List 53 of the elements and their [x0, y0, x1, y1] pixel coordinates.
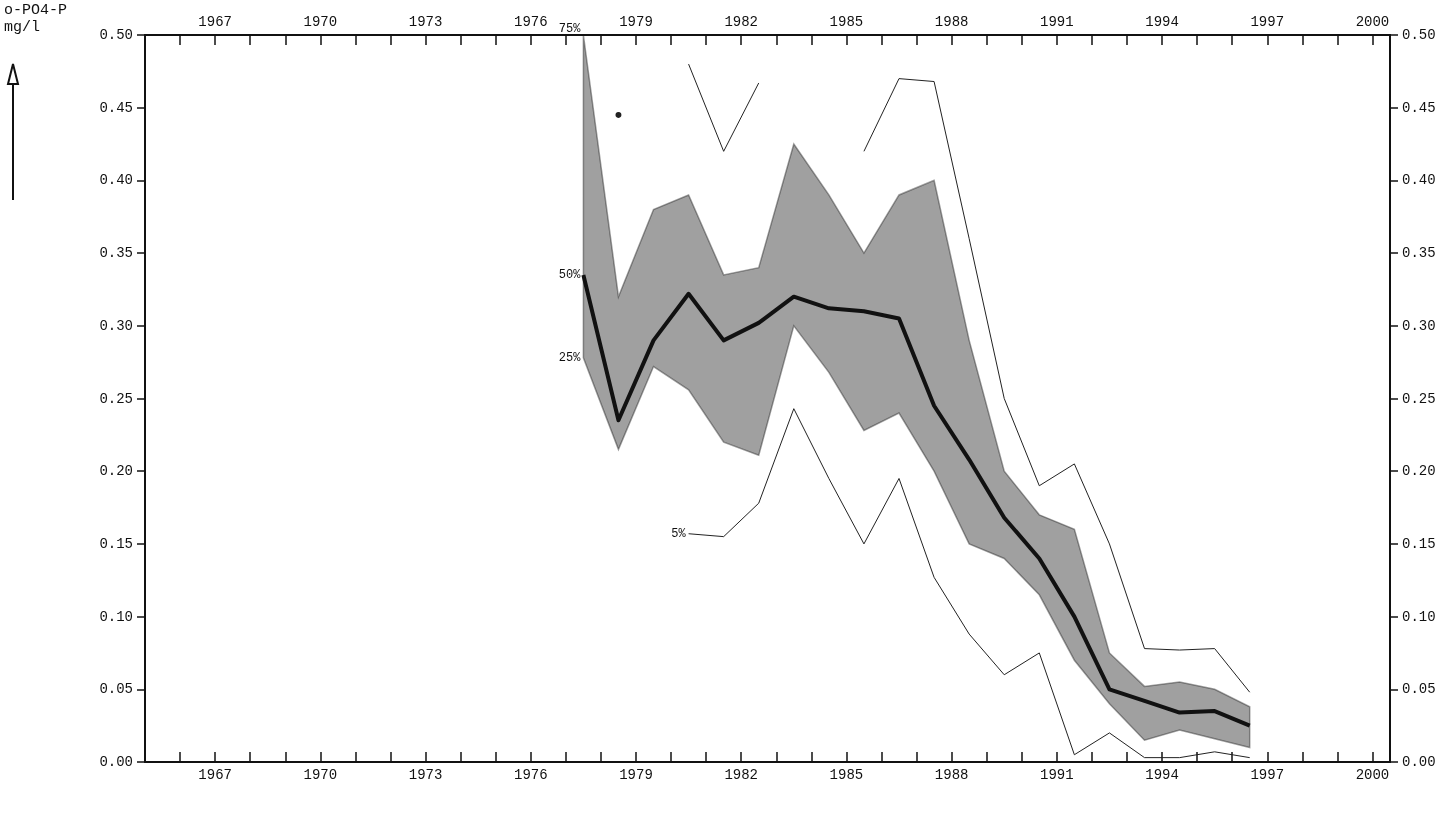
- x2-tick-label: 1976: [513, 14, 548, 30]
- x-tick-label: 1979: [619, 767, 653, 783]
- y2-tick-label: 0.45: [1402, 99, 1436, 116]
- y2-tick-label: 0.00: [1402, 754, 1436, 770]
- x-tick-label: 1973: [408, 767, 443, 783]
- x2-tick-label: 1997: [1250, 14, 1285, 30]
- x2-tick-label: 1982: [724, 14, 758, 30]
- x2-tick-label: 1988: [934, 14, 969, 30]
- x-tick-label: 1997: [1250, 767, 1285, 783]
- x-tick-label: 1994: [1145, 767, 1179, 783]
- y-tick-label: 0.45: [99, 99, 133, 116]
- y-axis-title: o-PO4-P mg/l: [4, 2, 68, 36]
- x2-tick-label: 1970: [303, 14, 338, 30]
- x-tick-label: 1985: [829, 767, 864, 783]
- y-tick-label: 0.25: [99, 390, 133, 407]
- x2-tick-label: 1973: [408, 14, 443, 30]
- y2-tick-label: 0.20: [1402, 463, 1436, 480]
- x-tick-label: 1970: [303, 767, 338, 783]
- x-tick-label: 1982: [724, 767, 758, 783]
- y2-tick-label: 0.15: [1402, 535, 1436, 552]
- y2-tick-label: 0.40: [1402, 172, 1436, 189]
- annotation: 75%: [558, 22, 582, 36]
- y2-tick-label: 0.10: [1402, 608, 1436, 625]
- y-tick-label: 0.05: [99, 681, 133, 698]
- y-tick-label: 0.35: [99, 245, 133, 262]
- line-series: [688, 408, 1251, 759]
- y-tick-label: 0.50: [99, 27, 133, 43]
- y-tick-label: 0.00: [99, 754, 133, 770]
- x2-tick-label: 1967: [198, 14, 232, 30]
- y2-tick-label: 0.05: [1402, 681, 1436, 698]
- x2-tick-label: 1985: [829, 14, 864, 30]
- x-tick-label: 1976: [513, 767, 548, 783]
- y-tick-label: 0.15: [99, 535, 133, 552]
- x-tick-label: 1967: [198, 767, 232, 783]
- y2-tick-label: 0.25: [1402, 390, 1436, 407]
- series-label: 5%: [671, 526, 687, 541]
- x2-tick-label: 2000: [1355, 14, 1390, 30]
- y2-tick-label: 0.35: [1402, 245, 1436, 262]
- y-tick-label: 0.40: [99, 172, 133, 189]
- line-series: [581, 272, 1252, 728]
- x-tick-label: 1988: [934, 767, 969, 783]
- series-label: 50%: [558, 267, 582, 282]
- annotation: 25%: [558, 350, 582, 365]
- x-tick-label: 2000: [1355, 767, 1390, 783]
- y-tick-label: 0.10: [99, 608, 133, 625]
- x-tick-label: 1991: [1040, 767, 1074, 783]
- y-tick-label: 0.20: [99, 463, 133, 480]
- y2-tick-label: 0.50: [1402, 27, 1436, 43]
- x2-tick-label: 1994: [1145, 14, 1179, 30]
- x2-tick-label: 1991: [1040, 14, 1074, 30]
- y-tick-label: 0.30: [99, 317, 133, 334]
- x2-tick-label: 1979: [619, 14, 653, 30]
- y2-tick-label: 0.30: [1402, 317, 1436, 334]
